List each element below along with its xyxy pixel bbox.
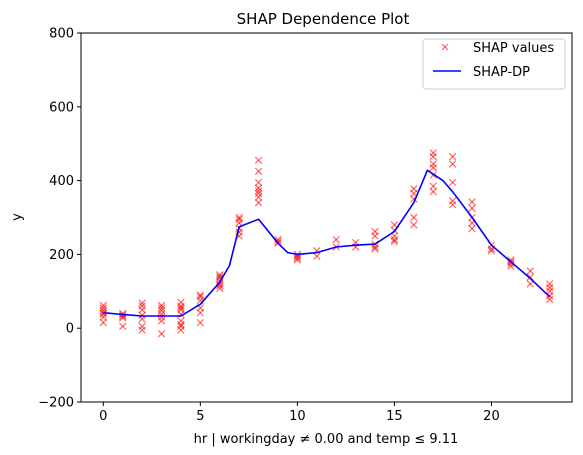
legend-label-shap-values: SHAP values — [473, 41, 554, 56]
chart-title: SHAP Dependence Plot — [237, 10, 410, 28]
shap-value-point — [197, 319, 204, 326]
y-axis: −200 0 200 400 600 800 — [38, 27, 81, 411]
shap-value-point — [430, 161, 437, 168]
plot-area — [100, 150, 553, 337]
shap-value-point — [527, 268, 534, 275]
shap-value-point — [139, 306, 146, 313]
y-tick-label: 0 — [66, 322, 74, 337]
shap-value-point — [119, 323, 126, 330]
y-tick-label: 800 — [49, 27, 74, 42]
shap-value-point — [430, 188, 437, 195]
shap-value-point — [469, 199, 476, 206]
y-tick-label: 200 — [49, 248, 74, 263]
y-tick-label: 400 — [49, 174, 74, 189]
x-tick-label: 0 — [99, 409, 107, 424]
x-axis: 0 5 10 15 20 — [99, 402, 500, 424]
x-tick-label: 10 — [289, 409, 306, 424]
shap-value-point — [333, 236, 340, 243]
y-axis-label: y — [10, 213, 25, 221]
shap-value-point — [178, 299, 185, 306]
shap-value-point — [255, 194, 262, 201]
shap-value-point — [449, 153, 456, 160]
shap-value-point — [178, 318, 185, 325]
shap-value-point — [469, 205, 476, 212]
shap-value-point — [158, 318, 165, 325]
shap-value-point — [313, 253, 320, 260]
shap-value-point — [139, 323, 146, 330]
shap-value-point — [449, 198, 456, 205]
shap-value-point — [255, 168, 262, 175]
x-tick-label: 5 — [196, 409, 204, 424]
x-tick-label: 20 — [483, 409, 500, 424]
shap-value-point — [546, 281, 553, 288]
shap-value-point — [430, 150, 437, 157]
shap-value-point — [255, 199, 262, 206]
shap-value-point — [255, 157, 262, 164]
shap-value-point — [158, 330, 165, 337]
shap-value-point — [449, 161, 456, 168]
shap-value-point — [430, 153, 437, 160]
shap-value-point — [178, 327, 185, 334]
legend-label-shap-dp: SHAP-DP — [473, 65, 530, 80]
shap-value-point — [430, 164, 437, 171]
legend: SHAP values SHAP-DP — [423, 39, 565, 89]
shap-value-point — [430, 183, 437, 190]
shap-value-point — [255, 179, 262, 186]
shap-value-point — [411, 222, 418, 229]
shap-value-point — [100, 319, 107, 326]
y-tick-label: −200 — [38, 396, 74, 411]
shap-value-point — [449, 201, 456, 208]
shap-value-point — [139, 327, 146, 334]
shap-dp-line — [103, 170, 549, 316]
shap-value-point — [197, 309, 204, 316]
shap-value-point — [449, 179, 456, 186]
shap-value-point — [372, 233, 379, 240]
shap-value-point — [469, 225, 476, 232]
x-axis-label: hr | workingday ≠ 0.00 and temp ≤ 9.11 — [194, 432, 459, 447]
shap-value-point — [546, 296, 553, 303]
y-tick-label: 600 — [49, 100, 74, 115]
shap-value-point — [411, 214, 418, 221]
shap-value-point — [546, 284, 553, 291]
x-tick-label: 15 — [386, 409, 403, 424]
